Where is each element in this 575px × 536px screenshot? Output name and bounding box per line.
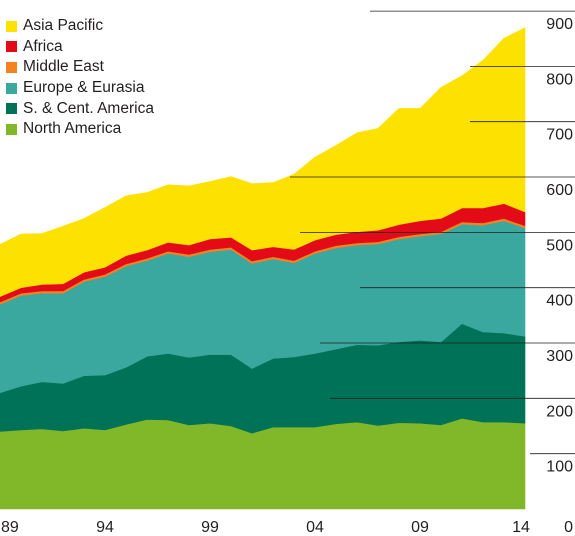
x-tick-label-09: 09	[411, 519, 429, 536]
legend-item-africa: Africa	[6, 37, 154, 58]
legend-label: Middle East	[23, 58, 104, 76]
y-tick-label-100: 100	[546, 459, 573, 476]
legend-swatch	[6, 41, 17, 53]
legend-swatch	[6, 82, 17, 94]
x-axis-tick-labels: 89 94 99 04 09 14	[1, 519, 530, 536]
y-tick-label-500: 500	[546, 237, 573, 254]
legend-item-south-central-america: S. & Cent. America	[6, 98, 154, 119]
legend-item-north-america: North America	[6, 119, 154, 140]
legend-item-middle-east: Middle East	[6, 57, 154, 78]
legend-item-europe-eurasia: Europe & Eurasia	[6, 78, 154, 99]
legend: Asia Pacific Africa Middle East Europe &…	[6, 16, 154, 140]
x-tick-label-99: 99	[201, 519, 219, 536]
y-gridlines	[290, 10, 575, 455]
legend-swatch	[6, 103, 17, 115]
legend-label: S. & Cent. America	[23, 99, 154, 117]
y-tick-label-200: 200	[546, 403, 573, 420]
y-tick-label-600: 600	[546, 182, 573, 199]
legend-swatch	[6, 61, 17, 73]
y-tick-label-900: 900	[546, 16, 573, 33]
x-tick-label-89: 89	[1, 519, 19, 536]
legend-item-asia-pacific: Asia Pacific	[6, 16, 154, 37]
legend-label: North America	[23, 120, 122, 138]
area-asia-pacific	[0, 27, 526, 297]
area-series-group	[0, 27, 526, 510]
legend-label: Africa	[23, 37, 63, 55]
y-tick-label-300: 300	[546, 348, 573, 365]
y-tick-label-0: 0	[564, 519, 573, 536]
y-tick-label-400: 400	[546, 293, 573, 310]
legend-label: Asia Pacific	[23, 17, 104, 35]
legend-swatch	[6, 20, 17, 32]
x-tick-label-94: 94	[96, 519, 114, 536]
x-tick-label-04: 04	[306, 519, 324, 536]
y-tick-label-800: 800	[546, 71, 573, 88]
legend-swatch	[6, 123, 17, 135]
y-tick-label-700: 700	[546, 127, 573, 144]
x-tick-label-14: 14	[512, 519, 530, 536]
legend-label: Europe & Eurasia	[23, 79, 145, 97]
area-north-america	[0, 417, 526, 510]
y-axis-tick-labels: 0 100 200 300 400 500 600 700 800 900	[546, 16, 573, 536]
